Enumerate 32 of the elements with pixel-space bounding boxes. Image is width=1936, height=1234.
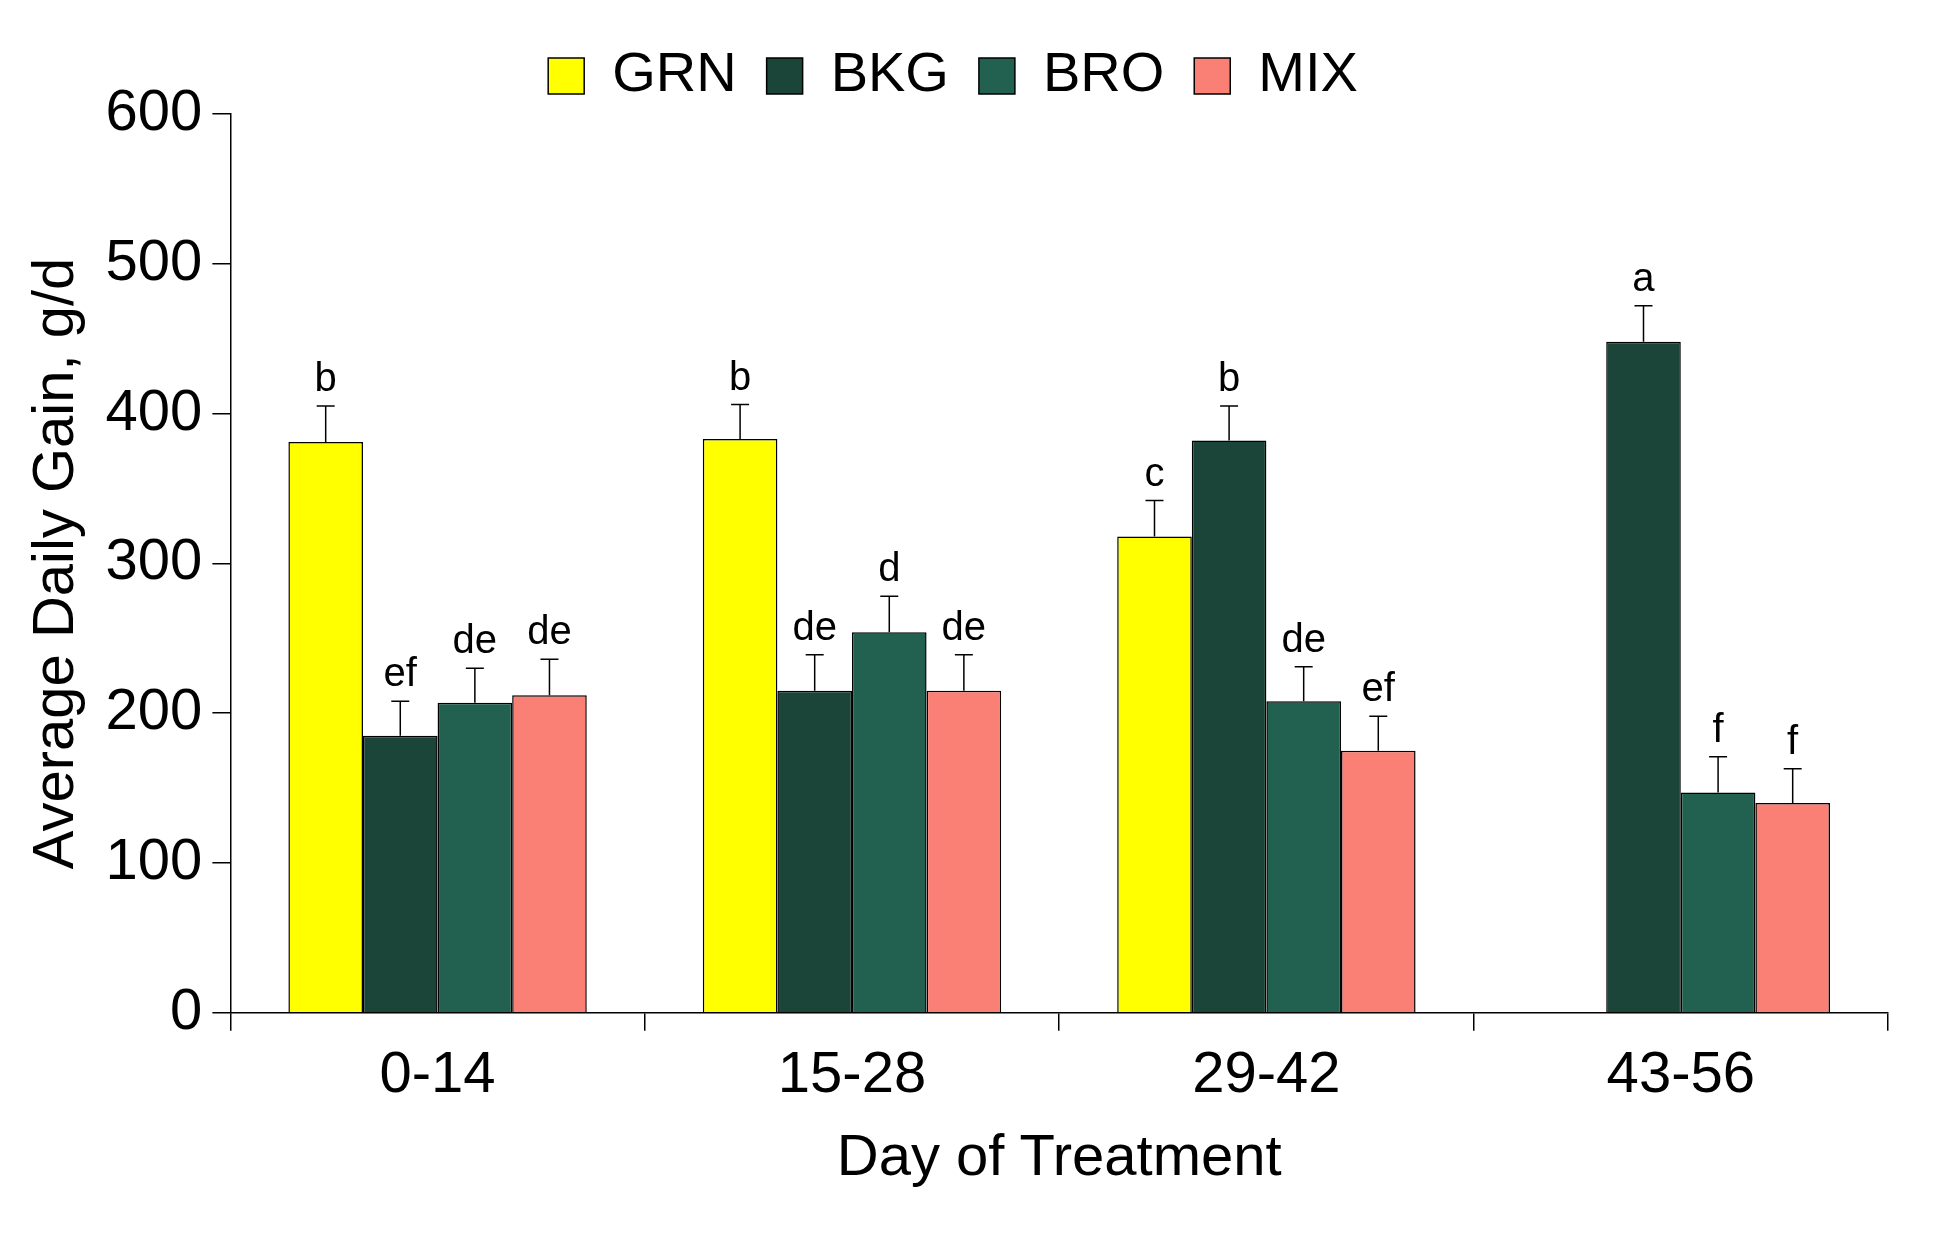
y-tick-label: 500 xyxy=(105,226,203,292)
x-tick-label: 43-56 xyxy=(1606,1038,1755,1104)
data-label: de xyxy=(941,603,987,648)
legend-label: MIX xyxy=(1258,40,1358,104)
x-tick-label: 0-14 xyxy=(379,1038,496,1104)
data-label: ef xyxy=(383,650,418,695)
y-tick-label: 100 xyxy=(105,826,203,891)
data-label: f xyxy=(1787,717,1800,762)
data-label: d xyxy=(878,545,901,590)
y-tick-label: 300 xyxy=(105,526,203,592)
x-tick-label: 15-28 xyxy=(777,1038,927,1104)
y-tick-label: 600 xyxy=(105,77,203,142)
x-tick-label: 29-42 xyxy=(1192,1038,1341,1104)
legend-label: BRO xyxy=(1042,40,1165,104)
legend-label: GRN xyxy=(612,40,737,104)
data-label: b xyxy=(1217,355,1241,400)
data-label: de xyxy=(527,608,572,653)
data-label: b xyxy=(728,353,752,398)
data-label: ef xyxy=(1361,665,1396,710)
legend-label: BKG xyxy=(830,40,949,104)
data-label: de xyxy=(792,603,837,648)
data-label: b xyxy=(314,355,337,400)
data-label: f xyxy=(1712,705,1725,750)
data-label: de xyxy=(1281,615,1326,660)
y-tick-label: 0 xyxy=(170,975,203,1041)
y-tick-label: 200 xyxy=(105,676,203,742)
y-axis-title: Average Daily Gain, g/d xyxy=(19,257,85,870)
data-label: de xyxy=(452,617,498,662)
data-label: a xyxy=(1632,254,1656,299)
x-axis-title: Day of Treatment xyxy=(836,1122,1282,1188)
data-label: c xyxy=(1144,449,1165,494)
y-tick-label: 400 xyxy=(105,376,203,442)
